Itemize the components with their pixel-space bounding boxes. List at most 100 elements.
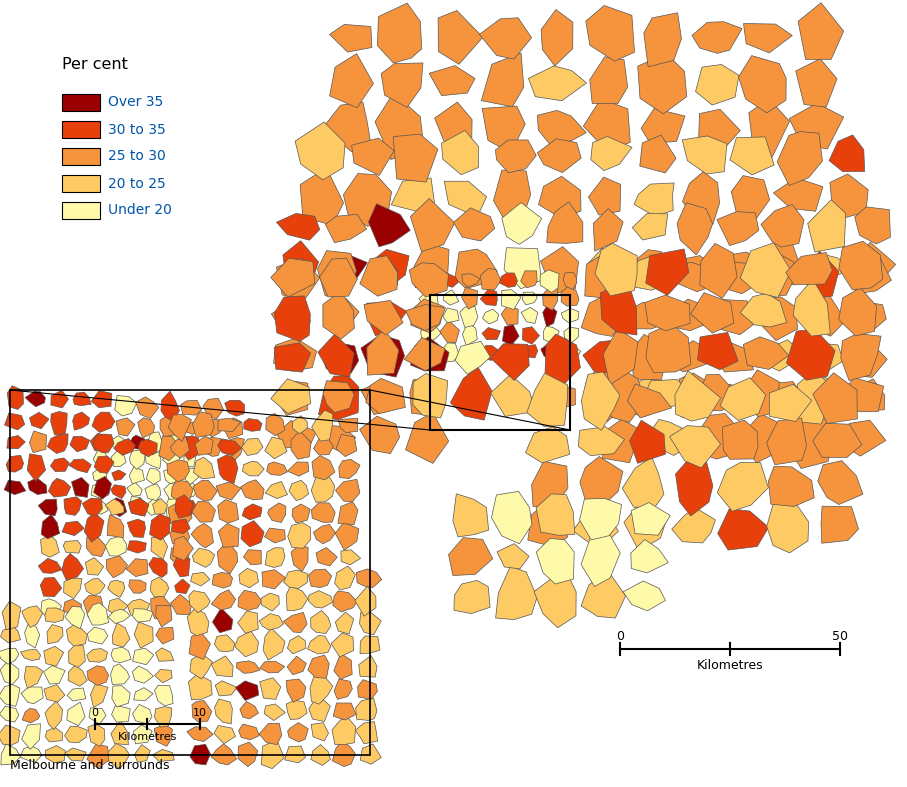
Polygon shape (785, 253, 833, 285)
Polygon shape (525, 427, 570, 463)
Polygon shape (132, 608, 153, 622)
Polygon shape (808, 253, 850, 279)
Polygon shape (639, 135, 676, 173)
Polygon shape (161, 391, 180, 421)
Polygon shape (51, 390, 69, 408)
Polygon shape (154, 707, 171, 727)
Polygon shape (171, 594, 191, 615)
Polygon shape (154, 725, 172, 746)
Polygon shape (564, 327, 579, 342)
Polygon shape (41, 599, 62, 619)
Polygon shape (829, 135, 864, 172)
Polygon shape (30, 412, 49, 429)
Polygon shape (761, 297, 797, 341)
Polygon shape (541, 246, 579, 294)
Polygon shape (291, 546, 308, 571)
Polygon shape (590, 57, 628, 103)
Polygon shape (603, 328, 638, 385)
Polygon shape (171, 519, 190, 534)
Polygon shape (631, 540, 668, 573)
Polygon shape (412, 263, 447, 289)
Polygon shape (288, 636, 306, 654)
Polygon shape (286, 700, 307, 719)
Polygon shape (839, 288, 877, 336)
Polygon shape (145, 484, 161, 501)
Polygon shape (128, 599, 150, 618)
Polygon shape (149, 557, 167, 578)
Polygon shape (361, 379, 403, 415)
Polygon shape (45, 727, 63, 742)
Polygon shape (581, 372, 619, 430)
Polygon shape (419, 289, 438, 308)
Polygon shape (334, 679, 352, 700)
Polygon shape (151, 596, 171, 619)
Polygon shape (502, 202, 541, 245)
Polygon shape (394, 134, 438, 182)
Polygon shape (45, 745, 65, 763)
Polygon shape (312, 410, 333, 441)
Polygon shape (189, 632, 210, 660)
Polygon shape (238, 611, 258, 634)
Polygon shape (716, 384, 755, 413)
Polygon shape (5, 480, 25, 495)
Polygon shape (152, 498, 168, 514)
Bar (62, 94, 100, 111)
Polygon shape (112, 470, 126, 480)
Polygon shape (411, 299, 444, 333)
Polygon shape (127, 482, 142, 496)
Polygon shape (192, 549, 215, 567)
Polygon shape (7, 435, 25, 449)
Polygon shape (541, 9, 573, 66)
Polygon shape (536, 494, 575, 535)
Polygon shape (491, 375, 535, 416)
Polygon shape (483, 106, 525, 153)
Polygon shape (134, 622, 153, 648)
Polygon shape (586, 6, 635, 61)
Polygon shape (715, 342, 754, 372)
Polygon shape (212, 572, 232, 588)
Polygon shape (589, 177, 620, 215)
Polygon shape (587, 248, 628, 287)
Polygon shape (768, 467, 814, 507)
Polygon shape (411, 337, 449, 371)
Polygon shape (265, 528, 286, 543)
Polygon shape (167, 460, 190, 482)
Polygon shape (798, 3, 844, 60)
Polygon shape (310, 674, 333, 704)
Polygon shape (283, 241, 318, 287)
Polygon shape (352, 138, 395, 176)
Polygon shape (130, 450, 145, 469)
Polygon shape (173, 556, 190, 577)
Polygon shape (283, 612, 307, 633)
Polygon shape (127, 519, 145, 538)
Polygon shape (502, 306, 518, 325)
Polygon shape (366, 258, 397, 291)
Polygon shape (336, 523, 359, 550)
Polygon shape (21, 687, 44, 704)
Polygon shape (590, 136, 632, 171)
Polygon shape (73, 412, 90, 430)
Polygon shape (7, 386, 24, 409)
Polygon shape (175, 495, 193, 518)
Polygon shape (21, 649, 41, 660)
Polygon shape (453, 493, 489, 537)
Polygon shape (682, 136, 727, 174)
Polygon shape (536, 538, 574, 584)
Polygon shape (92, 390, 112, 408)
Bar (62, 175, 100, 192)
Polygon shape (204, 438, 221, 456)
Polygon shape (336, 612, 354, 634)
Polygon shape (263, 628, 285, 660)
Polygon shape (192, 700, 212, 722)
Polygon shape (214, 635, 235, 652)
Polygon shape (580, 456, 623, 504)
Polygon shape (731, 176, 770, 220)
Polygon shape (676, 458, 713, 516)
Polygon shape (182, 467, 199, 485)
Polygon shape (93, 469, 107, 481)
Polygon shape (111, 451, 126, 467)
Polygon shape (171, 548, 190, 569)
Polygon shape (129, 467, 144, 484)
Polygon shape (360, 256, 397, 296)
Polygon shape (93, 499, 108, 514)
